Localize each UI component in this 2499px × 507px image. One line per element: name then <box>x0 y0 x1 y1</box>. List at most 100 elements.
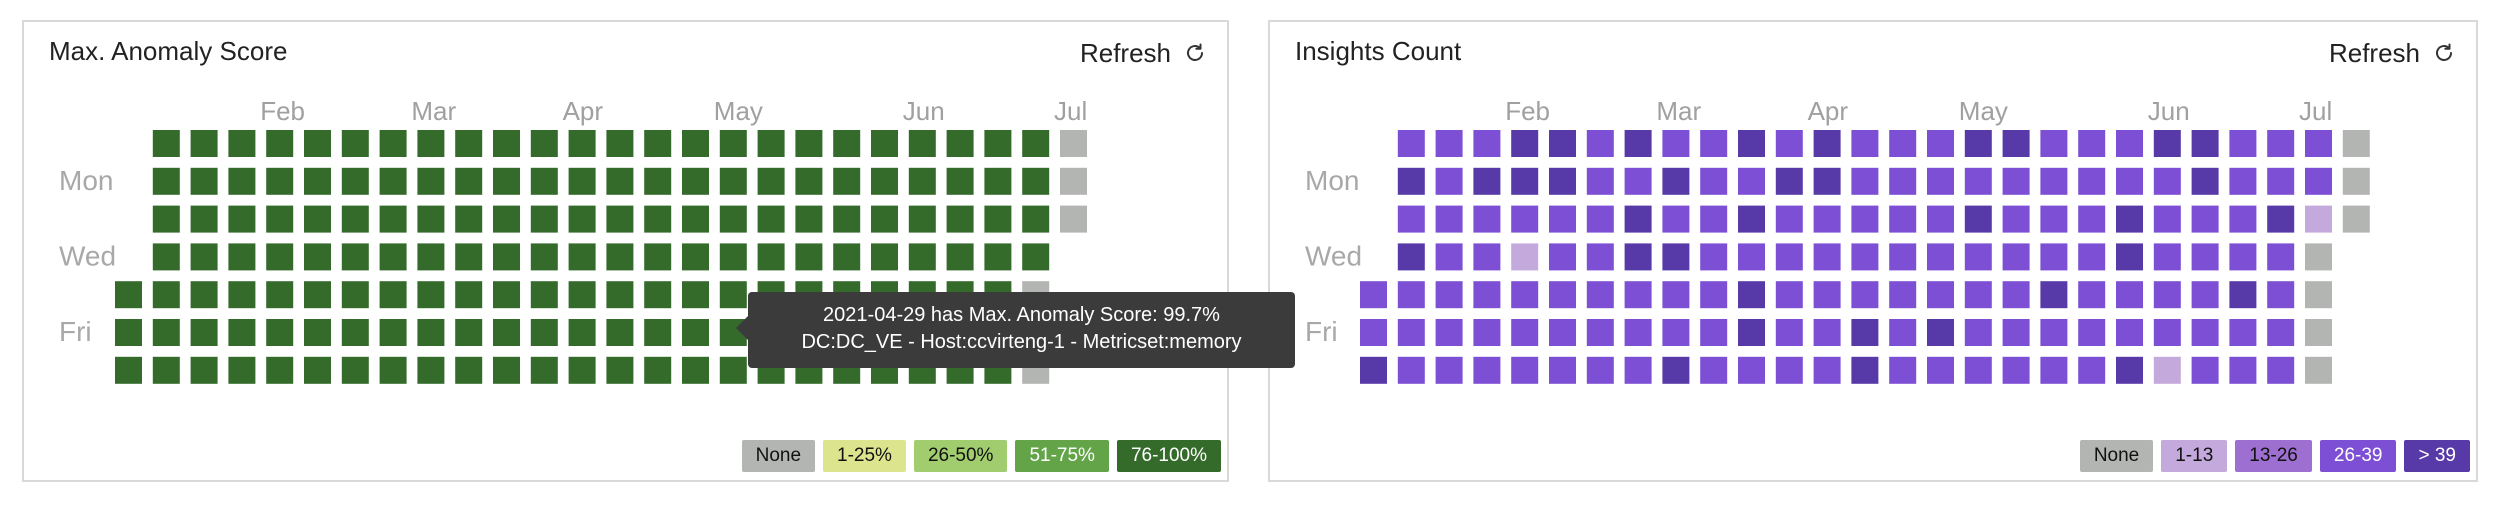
heatmap-cell[interactable] <box>1435 130 1463 157</box>
heatmap-cell[interactable] <box>1624 243 1652 271</box>
heatmap-cell[interactable] <box>568 319 596 346</box>
heatmap-cell[interactable] <box>228 281 256 309</box>
heatmap-cell[interactable] <box>2153 319 2181 346</box>
heatmap-cell[interactable] <box>719 356 747 384</box>
heatmap-cell[interactable] <box>1775 205 1803 233</box>
heatmap-cell[interactable] <box>1738 356 1765 384</box>
heatmap-cell[interactable] <box>152 243 180 271</box>
heatmap-cell[interactable] <box>757 130 785 157</box>
heatmap-cell[interactable] <box>2040 281 2068 309</box>
heatmap-cell[interactable] <box>152 356 180 384</box>
heatmap-cell[interactable] <box>417 281 445 309</box>
heatmap-cell[interactable] <box>606 205 634 233</box>
heatmap-cell[interactable] <box>1397 281 1425 309</box>
heatmap-cell[interactable] <box>2078 319 2106 346</box>
heatmap-cell[interactable] <box>228 319 256 346</box>
heatmap-cell[interactable] <box>493 130 520 157</box>
heatmap-cell[interactable] <box>757 205 785 233</box>
heatmap-cell[interactable] <box>455 356 483 384</box>
heatmap-cell[interactable] <box>1022 205 1050 233</box>
heatmap-cell[interactable] <box>1397 356 1425 384</box>
heatmap-cell[interactable] <box>2305 243 2332 271</box>
heatmap-cell[interactable] <box>871 167 898 195</box>
heatmap-cell[interactable] <box>1813 281 1841 309</box>
heatmap-cell[interactable] <box>190 130 218 157</box>
heatmap-cell[interactable] <box>2191 205 2219 233</box>
heatmap-cell[interactable] <box>152 167 180 195</box>
heatmap-cell[interactable] <box>795 167 823 195</box>
heatmap-cell[interactable] <box>1813 205 1841 233</box>
heatmap-cell[interactable] <box>1889 319 1917 346</box>
heatmap-cell[interactable] <box>1624 167 1652 195</box>
heatmap-cell[interactable] <box>1662 281 1690 309</box>
heatmap-cell[interactable] <box>682 319 709 346</box>
heatmap-cell[interactable] <box>266 243 294 271</box>
heatmap-cell[interactable] <box>1738 281 1765 309</box>
heatmap-cell[interactable] <box>2191 130 2219 157</box>
heatmap-cell[interactable] <box>1473 281 1501 309</box>
heatmap-cell[interactable] <box>1662 243 1690 271</box>
heatmap-cell[interactable] <box>682 167 709 195</box>
heatmap-cell[interactable] <box>1473 356 1501 384</box>
heatmap-cell[interactable] <box>644 281 672 309</box>
heatmap-cell[interactable] <box>2040 205 2068 233</box>
heatmap-cell[interactable] <box>417 130 445 157</box>
heatmap-cell[interactable] <box>568 130 596 157</box>
heatmap-cell[interactable] <box>795 130 823 157</box>
heatmap-cell[interactable] <box>1397 130 1425 157</box>
heatmap-cell[interactable] <box>493 319 520 346</box>
heatmap-cell[interactable] <box>682 205 709 233</box>
heatmap-cell[interactable] <box>2078 205 2106 233</box>
heatmap-cell[interactable] <box>341 356 369 384</box>
heatmap-cell[interactable] <box>795 243 823 271</box>
heatmap-cell[interactable] <box>833 243 861 271</box>
heatmap-cell[interactable] <box>2002 281 2030 309</box>
heatmap-cell[interactable] <box>190 243 218 271</box>
heatmap-cell[interactable] <box>2229 167 2257 195</box>
heatmap-cell[interactable] <box>1435 356 1463 384</box>
heatmap-cell[interactable] <box>946 243 974 271</box>
heatmap-cell[interactable] <box>228 130 256 157</box>
heatmap-cell[interactable] <box>1511 281 1539 309</box>
heatmap-cell[interactable] <box>2305 319 2332 346</box>
heatmap-cell[interactable] <box>719 130 747 157</box>
heatmap-cell[interactable] <box>1851 130 1879 157</box>
heatmap-cell[interactable] <box>1624 319 1652 346</box>
heatmap-cell[interactable] <box>455 243 483 271</box>
heatmap-cell[interactable] <box>493 356 520 384</box>
heatmap-cell[interactable] <box>2116 281 2143 309</box>
heatmap-cell[interactable] <box>152 130 180 157</box>
heatmap-cell[interactable] <box>1964 130 1992 157</box>
heatmap-cell[interactable] <box>379 167 407 195</box>
heatmap-cell[interactable] <box>304 130 331 157</box>
heatmap-cell[interactable] <box>568 243 596 271</box>
heatmap-cell[interactable] <box>1927 205 1954 233</box>
heatmap-cell[interactable] <box>606 319 634 346</box>
heatmap-cell[interactable] <box>946 130 974 157</box>
heatmap-cell[interactable] <box>1851 243 1879 271</box>
heatmap-cell[interactable] <box>530 205 558 233</box>
heatmap-cell[interactable] <box>871 130 898 157</box>
heatmap-cell[interactable] <box>2153 243 2181 271</box>
heatmap-cell[interactable] <box>1473 319 1501 346</box>
heatmap-cell[interactable] <box>1700 205 1728 233</box>
heatmap-cell[interactable] <box>833 167 861 195</box>
heatmap-cell[interactable] <box>379 319 407 346</box>
heatmap-cell[interactable] <box>266 205 294 233</box>
heatmap-cell[interactable] <box>1927 356 1954 384</box>
heatmap-cell[interactable] <box>2002 356 2030 384</box>
heatmap-cell[interactable] <box>266 319 294 346</box>
heatmap-cell[interactable] <box>1022 130 1050 157</box>
heatmap-cell[interactable] <box>757 167 785 195</box>
heatmap-cell[interactable] <box>2191 281 2219 309</box>
heatmap-cell[interactable] <box>1360 281 1387 309</box>
heatmap-cell[interactable] <box>1586 319 1614 346</box>
heatmap-cell[interactable] <box>1889 130 1917 157</box>
heatmap-cell[interactable] <box>1851 356 1879 384</box>
heatmap-cell[interactable] <box>2191 243 2219 271</box>
heatmap-cell[interactable] <box>984 130 1012 157</box>
heatmap-cell[interactable] <box>2116 205 2143 233</box>
heatmap-cell[interactable] <box>379 243 407 271</box>
heatmap-cell[interactable] <box>493 167 520 195</box>
heatmap-cell[interactable] <box>1397 167 1425 195</box>
